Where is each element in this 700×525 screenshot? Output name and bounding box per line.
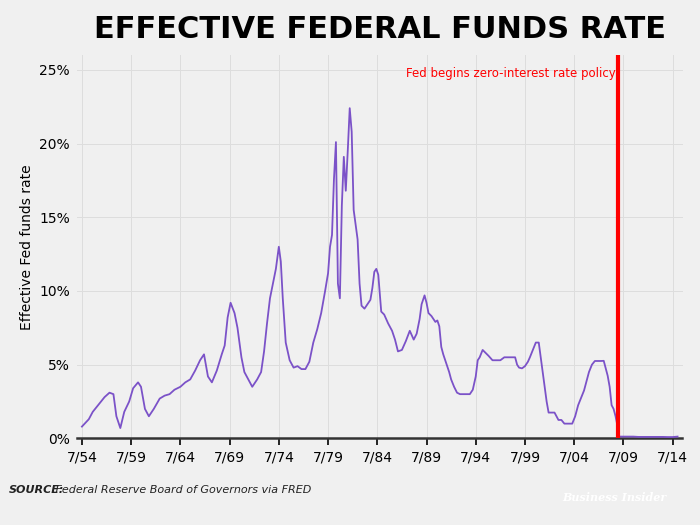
Text: SOURCE:: SOURCE:	[8, 485, 64, 496]
Text: Federal Reserve Board of Governors via FRED: Federal Reserve Board of Governors via F…	[52, 485, 312, 496]
Title: EFFECTIVE FEDERAL FUNDS RATE: EFFECTIVE FEDERAL FUNDS RATE	[94, 15, 666, 45]
Y-axis label: Effective Fed funds rate: Effective Fed funds rate	[20, 164, 34, 330]
Text: Fed begins zero-interest rate policy: Fed begins zero-interest rate policy	[406, 67, 616, 80]
Text: Business Insider: Business Insider	[562, 492, 666, 503]
